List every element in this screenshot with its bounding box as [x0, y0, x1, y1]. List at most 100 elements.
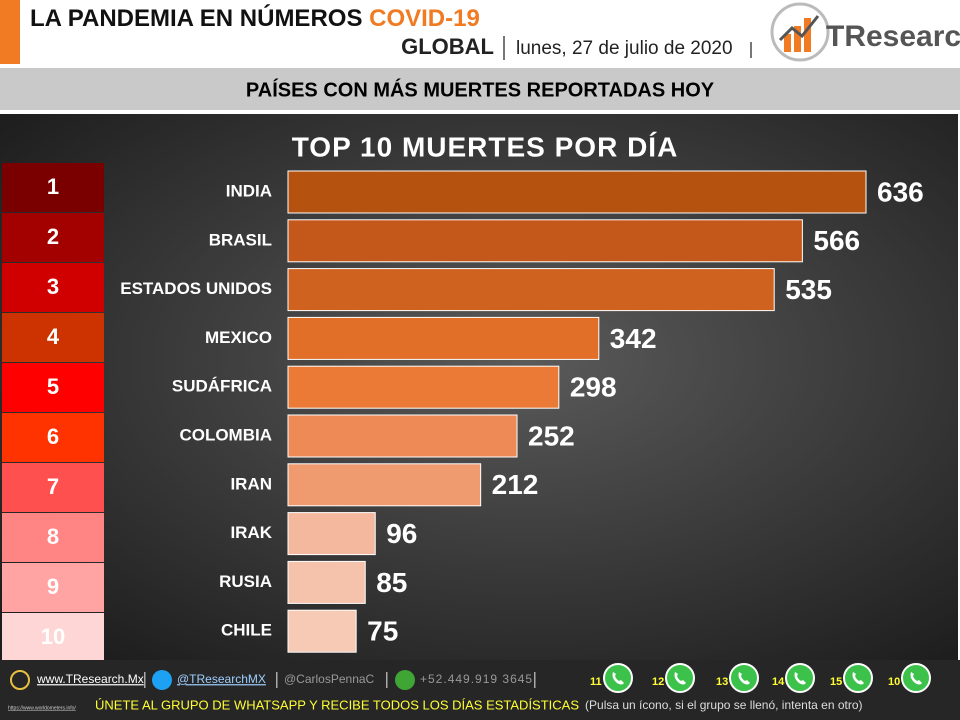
section-bar — [0, 68, 960, 110]
source-url[interactable]: https://www.worldometers.info/ — [8, 705, 76, 711]
value-label: 252 — [528, 420, 575, 451]
group-label: 12 — [652, 676, 664, 688]
phone: +52.449.919 3645 — [420, 672, 533, 686]
bar — [287, 268, 775, 312]
separator — [750, 42, 752, 58]
plot: 1 2 3 4 5 6 7 8 9 10 INDIA 636 BRASIL 566 ESTADOS UNID… — [2, 163, 924, 662]
bar — [287, 316, 600, 360]
bar — [287, 463, 482, 507]
header-title: LA PANDEMIA EN NÚMEROS COVID-19 — [30, 4, 480, 32]
value-label: 342 — [610, 323, 657, 354]
bar — [287, 609, 357, 653]
separator — [534, 672, 536, 688]
website[interactable]: www.TResearch.Mx — [36, 672, 144, 686]
value-label: 535 — [785, 274, 832, 305]
icon-phone — [674, 672, 686, 685]
icon-phone — [794, 672, 806, 685]
icon-circle — [603, 663, 633, 693]
footer-content: www.TResearch.Mx @TResearchMX @CarlosPen… — [8, 663, 931, 712]
section-title: PAÍSES CON MÁS MUERTES REPORTADAS HOY — [246, 78, 715, 101]
rank-box — [2, 563, 104, 612]
bar — [287, 560, 366, 604]
category-label: INDIA — [226, 181, 272, 200]
rank-box — [2, 163, 104, 212]
category-label: COLOMBIA — [179, 425, 272, 444]
bar — [287, 414, 518, 458]
icon-phone — [852, 672, 864, 685]
rank-box — [2, 613, 104, 662]
rank-label: 5 — [47, 374, 59, 399]
whatsapp-icon[interactable] — [785, 663, 815, 693]
value-label: 566 — [813, 225, 860, 256]
whatsapp-icon[interactable] — [665, 663, 695, 693]
value-label: 85 — [376, 567, 407, 598]
rank-box — [2, 413, 104, 462]
logo-text: TResearch — [826, 20, 960, 53]
rank-label: 6 — [47, 424, 59, 449]
twitter[interactable]: @TResearchMX — [177, 672, 266, 686]
value-label: 212 — [492, 469, 539, 500]
whatsapp-icon[interactable] — [603, 663, 633, 693]
bar — [287, 365, 560, 409]
twitter-secondary[interactable]: @CarlosPennaC — [284, 672, 375, 686]
category-label: ESTADOS UNIDOS — [120, 279, 272, 298]
icon-phone — [738, 672, 750, 685]
chart-title: TOP 10 MUERTES POR DÍA — [292, 131, 679, 162]
group-label: 13 — [716, 676, 728, 688]
title-highlight: COVID-19 — [369, 5, 480, 32]
bar — [287, 219, 803, 263]
value-label: 75 — [367, 616, 398, 647]
cta: ÚNETE AL GRUPO DE WHATSAPP Y RECIBE TODO… — [95, 697, 579, 712]
whatsapp-icon[interactable] — [843, 663, 873, 693]
group-label: 10 — [888, 676, 900, 688]
group-label: 14 — [772, 676, 785, 688]
icon-circle — [729, 663, 759, 693]
separator — [276, 672, 278, 688]
rank-box — [2, 513, 104, 562]
icon-circle — [843, 663, 873, 693]
category-label: RUSIA — [219, 572, 272, 591]
logo: TResearch — [770, 2, 960, 62]
category-label: CHILE — [221, 621, 272, 640]
separator — [503, 36, 505, 60]
category-label: BRASIL — [209, 230, 272, 249]
rank-box — [2, 463, 104, 512]
category-label: IRAN — [230, 474, 272, 493]
scope: GLOBAL — [401, 34, 494, 59]
rank-box — [2, 363, 104, 412]
date: lunes, 27 de julio de 2020 — [516, 38, 733, 59]
rank-label: 9 — [47, 574, 59, 599]
phone-icon — [395, 670, 415, 690]
icon-phone — [910, 672, 922, 685]
value-label: 96 — [386, 518, 417, 549]
rank-label: 1 — [47, 174, 59, 199]
group-label: 15 — [830, 676, 842, 688]
rank-box — [2, 213, 104, 262]
separator — [144, 672, 146, 688]
rank-label: 10 — [41, 624, 65, 649]
rank-label: 7 — [47, 474, 59, 499]
whatsapp-icon[interactable] — [729, 663, 759, 693]
rank-box — [2, 263, 104, 312]
category-label: MEXICO — [205, 328, 272, 347]
value-label: 298 — [570, 372, 617, 403]
category-label: SUDÁFRICA — [172, 377, 272, 396]
separator — [386, 672, 388, 688]
bar — [287, 512, 376, 556]
group-label: 11 — [590, 676, 602, 688]
icon-phone — [612, 672, 624, 685]
rank-label: 2 — [47, 224, 59, 249]
whatsapp-icon[interactable] — [901, 663, 931, 693]
rank-label: 3 — [47, 274, 59, 299]
cta-note: (Pulsa un ícono, si el grupo se llenó, i… — [585, 698, 863, 712]
icon-circle — [665, 663, 695, 693]
accent — [0, 0, 20, 64]
icon-circle — [901, 663, 931, 693]
icon-circle — [785, 663, 815, 693]
globe-icon — [10, 670, 30, 690]
value-label: 636 — [877, 176, 924, 207]
title-main: LA PANDEMIA EN NÚMEROS — [30, 4, 362, 32]
category-label: IRAK — [230, 523, 272, 542]
bar — [287, 170, 867, 214]
